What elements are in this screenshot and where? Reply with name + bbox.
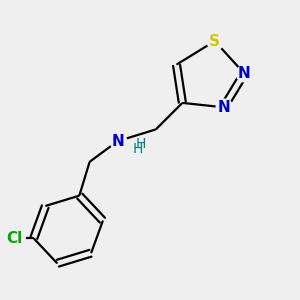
Text: H: H bbox=[133, 142, 143, 155]
Text: N: N bbox=[238, 66, 250, 81]
Text: N: N bbox=[111, 134, 124, 149]
Text: S: S bbox=[209, 34, 220, 49]
Text: Cl: Cl bbox=[6, 231, 23, 246]
Text: H: H bbox=[136, 137, 146, 151]
Text: N: N bbox=[217, 100, 230, 115]
